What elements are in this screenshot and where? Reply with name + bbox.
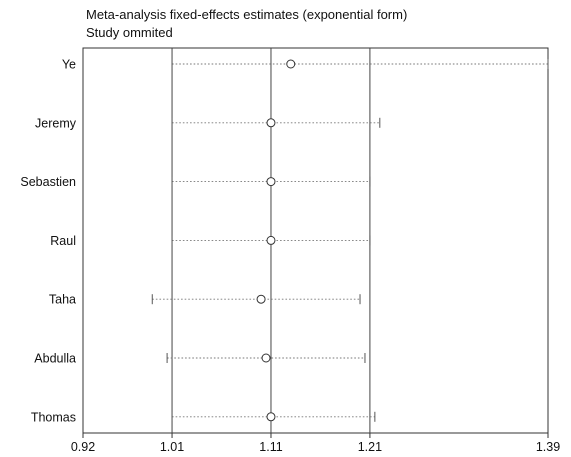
plot-frame	[82, 47, 549, 434]
study-row-sebastien: Sebastien	[20, 175, 371, 189]
chart-subtitle: Study ommited	[86, 25, 173, 40]
plot-border	[82, 47, 549, 434]
study-label: Thomas	[31, 410, 76, 424]
x-axis: 0.92 1.01 1.11 1.21 1.39	[71, 433, 560, 454]
x-tick-label: 1.21	[358, 440, 382, 454]
study-row-ye: Ye	[62, 58, 549, 72]
x-tick-label: 1.01	[160, 440, 184, 454]
point-estimate	[261, 353, 271, 363]
point-estimate	[266, 118, 276, 128]
study-row-raul: Raul	[50, 234, 371, 248]
study-label: Ye	[62, 58, 76, 72]
x-tick-label: 1.39	[536, 440, 560, 454]
point-estimate	[256, 294, 266, 304]
chart-title-block: Meta-analysis fixed-effects estimates (e…	[86, 6, 407, 42]
point-estimate	[266, 412, 276, 422]
x-tick-label: 0.92	[71, 440, 95, 454]
study-row-abdulla: Abdulla	[34, 352, 366, 366]
x-tick-label: 1.11	[259, 440, 282, 454]
study-label: Sebastien	[20, 175, 76, 189]
study-row-taha: Taha	[49, 293, 361, 307]
chart-title: Meta-analysis fixed-effects estimates (e…	[86, 7, 408, 22]
study-label: Taha	[49, 293, 76, 307]
study-label: Jeremy	[35, 116, 77, 130]
point-estimate	[266, 177, 276, 187]
study-row-jeremy: Jeremy	[35, 116, 381, 130]
study-rows: Ye Jeremy Sebastien Raul Taha Abdulla Thomas	[20, 58, 549, 424]
point-estimate	[286, 59, 296, 69]
study-label: Abdulla	[34, 352, 76, 366]
study-label: Raul	[50, 234, 76, 248]
point-estimate	[266, 235, 276, 245]
study-row-thomas: Thomas	[31, 410, 376, 424]
